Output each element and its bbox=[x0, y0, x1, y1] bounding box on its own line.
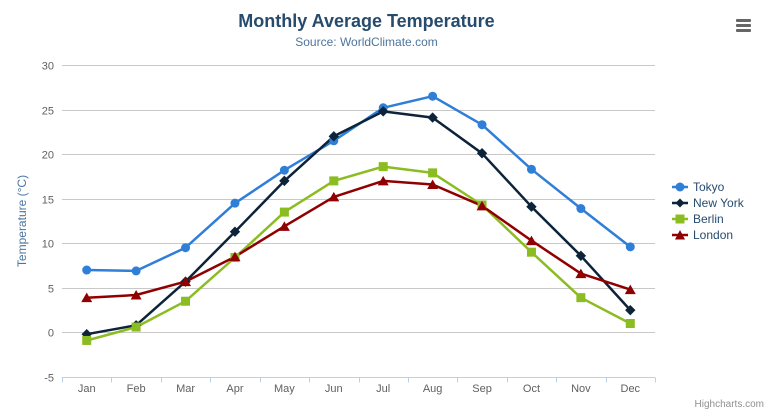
point-new-york-nov[interactable] bbox=[575, 250, 587, 261]
series-line-tokyo bbox=[85, 94, 632, 273]
y-axis-label: 0 bbox=[48, 328, 54, 340]
x-axis-label: Jun bbox=[325, 383, 343, 395]
x-axis-label: Feb bbox=[127, 383, 146, 395]
point-london-jun[interactable] bbox=[328, 191, 340, 202]
triangle-marker-icon bbox=[675, 230, 685, 240]
point-tokyo-jan[interactable] bbox=[82, 265, 92, 275]
point-new-york-dec[interactable] bbox=[625, 304, 636, 316]
point-london-jul[interactable] bbox=[377, 175, 389, 186]
point-berlin-mar[interactable] bbox=[181, 296, 191, 306]
point-berlin-jul[interactable] bbox=[378, 162, 388, 172]
point-tokyo-may[interactable] bbox=[279, 165, 289, 175]
hamburger-icon bbox=[735, 18, 751, 32]
y-axis-label: 20 bbox=[42, 150, 54, 162]
diamond-marker-icon bbox=[675, 198, 685, 208]
point-new-york-may[interactable] bbox=[279, 175, 290, 187]
new-york-series-icon bbox=[672, 198, 688, 208]
point-tokyo-mar[interactable] bbox=[181, 243, 191, 253]
point-london-oct[interactable] bbox=[525, 235, 537, 246]
point-berlin-feb[interactable] bbox=[131, 322, 141, 332]
point-new-york-apr[interactable] bbox=[229, 226, 241, 237]
point-tokyo-oct[interactable] bbox=[526, 164, 536, 174]
x-axis-label: Oct bbox=[523, 383, 540, 395]
circle-marker-icon bbox=[675, 182, 685, 192]
y-axis-label: 25 bbox=[42, 106, 54, 118]
tokyo-series-icon bbox=[672, 182, 688, 192]
legend-label: Berlin bbox=[693, 212, 724, 226]
x-axis-label: Sep bbox=[472, 383, 492, 395]
y-axis-title: Temperature (°C) bbox=[15, 175, 29, 267]
point-london-dec[interactable] bbox=[624, 284, 636, 295]
point-berlin-nov[interactable] bbox=[576, 293, 586, 303]
legend-item-berlin[interactable]: Berlin bbox=[672, 211, 744, 227]
legend: Tokyo New York Berlin London bbox=[672, 179, 744, 243]
x-axis-label: May bbox=[274, 383, 295, 395]
point-tokyo-sep[interactable] bbox=[477, 120, 487, 130]
point-london-feb[interactable] bbox=[130, 289, 142, 300]
point-london-nov[interactable] bbox=[575, 268, 587, 279]
point-london-jan[interactable] bbox=[81, 292, 93, 303]
highcharts-credit-link[interactable]: Highcharts.com bbox=[694, 399, 764, 410]
point-berlin-jun[interactable] bbox=[329, 176, 339, 186]
legend-item-new-york[interactable]: New York bbox=[672, 195, 744, 211]
x-axis-label: Dec bbox=[621, 383, 641, 395]
x-axis-label: Mar bbox=[176, 383, 195, 395]
legend-item-tokyo[interactable]: Tokyo bbox=[672, 179, 744, 195]
y-axis-label: 10 bbox=[42, 239, 54, 251]
point-new-york-jul[interactable] bbox=[378, 106, 389, 117]
legend-label: Tokyo bbox=[693, 180, 725, 194]
x-axis-label: Aug bbox=[423, 383, 443, 395]
point-tokyo-nov[interactable] bbox=[576, 204, 586, 214]
series-line-new-york bbox=[85, 110, 632, 336]
point-new-york-jun[interactable] bbox=[328, 131, 339, 142]
point-berlin-oct[interactable] bbox=[526, 247, 536, 257]
legend-label: London bbox=[693, 228, 734, 242]
point-berlin-may[interactable] bbox=[279, 207, 289, 217]
series-line-london bbox=[85, 179, 632, 299]
point-berlin-jan[interactable] bbox=[82, 335, 92, 345]
y-axis-label: -5 bbox=[44, 373, 54, 385]
point-new-york-aug[interactable] bbox=[427, 112, 438, 123]
point-tokyo-feb[interactable] bbox=[131, 266, 141, 276]
export-menu-button[interactable] bbox=[731, 14, 755, 36]
point-london-apr[interactable] bbox=[229, 251, 241, 262]
point-tokyo-dec[interactable] bbox=[625, 242, 635, 252]
x-axis-label: Apr bbox=[226, 383, 243, 395]
x-axis-label: Jan bbox=[78, 383, 96, 395]
point-new-york-sep[interactable] bbox=[476, 148, 488, 159]
x-axis-label: Nov bbox=[571, 383, 591, 395]
y-axis-label: 30 bbox=[42, 61, 54, 73]
berlin-series-icon bbox=[672, 214, 688, 224]
point-london-may[interactable] bbox=[278, 221, 290, 231]
point-london-sep[interactable] bbox=[476, 200, 488, 211]
y-axis-label: 15 bbox=[42, 195, 54, 207]
point-tokyo-aug[interactable] bbox=[428, 91, 438, 101]
legend-label: New York bbox=[693, 196, 744, 210]
point-berlin-aug[interactable] bbox=[428, 168, 438, 178]
square-marker-icon bbox=[675, 214, 685, 224]
point-london-mar[interactable] bbox=[180, 276, 192, 287]
x-axis-label: Jul bbox=[376, 383, 390, 395]
series-line-berlin bbox=[85, 165, 632, 342]
point-new-york-oct[interactable] bbox=[526, 201, 537, 212]
point-berlin-dec[interactable] bbox=[625, 319, 635, 329]
legend-item-london[interactable]: London bbox=[672, 227, 744, 243]
point-london-aug[interactable] bbox=[427, 179, 439, 189]
london-series-icon bbox=[672, 230, 688, 240]
point-tokyo-apr[interactable] bbox=[230, 198, 240, 208]
y-axis-label: 5 bbox=[48, 284, 54, 296]
